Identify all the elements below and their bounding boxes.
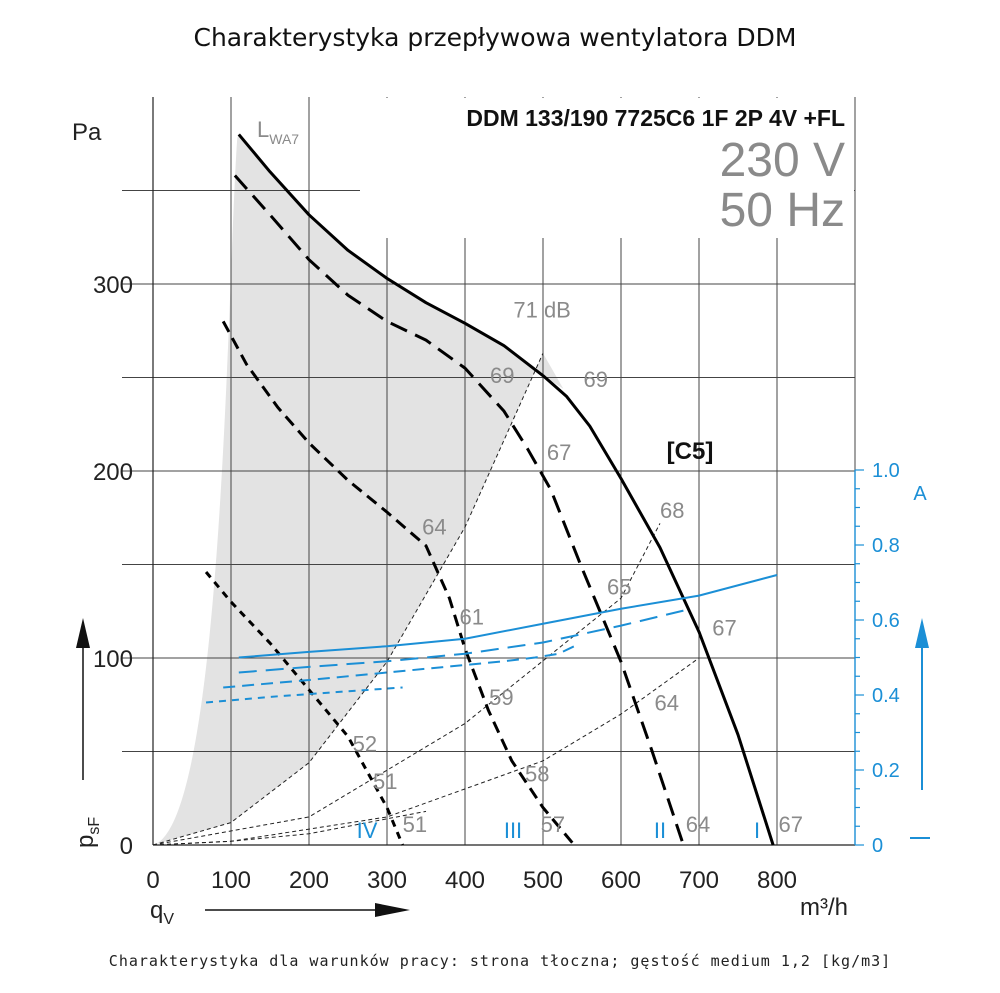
db-annotation: 69 xyxy=(490,363,514,388)
x-tick-label: 400 xyxy=(445,867,485,894)
current-axis-arrow xyxy=(910,618,930,839)
db-annotation: 65 xyxy=(607,574,631,599)
db-annotation: 71 dB xyxy=(513,298,571,323)
current-curve-i xyxy=(238,574,778,659)
db-annotation: 69 xyxy=(584,367,608,392)
model-label: DDM 133/190 7725C6 1F 2P 4V +FL xyxy=(466,105,845,131)
axis-ticks: 0 100 200 300 400 500 600 700 800 0 100 200 300 0 0.2 0… xyxy=(93,272,900,894)
y-unit-label: Pa xyxy=(72,119,102,146)
y2-tick-label: 0 xyxy=(872,835,883,857)
pressure-curve-i xyxy=(237,133,775,846)
x-tick-label: 500 xyxy=(523,867,563,894)
footer-note: Charakterystyka dla warunków pracy: stro… xyxy=(109,952,891,970)
current-curves xyxy=(205,574,778,704)
current-curve-iii xyxy=(223,645,575,689)
y-tick-label: 0 xyxy=(120,833,133,860)
db-annotation: 51 xyxy=(403,812,427,837)
annotations: 71 dB 69 69 67 68 64 65 61 67 59 64 52 51 58 51 57 64 67 xyxy=(353,298,803,837)
y2-tick-label: 1.0 xyxy=(872,460,900,482)
current-curve-iv xyxy=(205,686,403,704)
chart-title: Charakterystyka przepływowa wentylatora … xyxy=(193,23,796,52)
db-annotation: 59 xyxy=(489,685,513,710)
svg-text:psF: psF xyxy=(72,817,103,848)
pressure-curve-ii xyxy=(233,174,685,846)
x-tick-label: 700 xyxy=(679,867,719,894)
db-annotation: 57 xyxy=(541,812,565,837)
y2-tick-label: 0.2 xyxy=(872,760,900,782)
system-curve-2 xyxy=(152,523,661,846)
db-annotation: 52 xyxy=(353,732,377,757)
db-annotation: 67 xyxy=(779,812,803,837)
sound-power-label: LWA7 xyxy=(257,117,299,147)
y2-unit-label: A xyxy=(913,483,927,505)
speed-label-i: I xyxy=(754,818,760,843)
system-curves xyxy=(152,352,700,846)
db-annotation: 64 xyxy=(655,690,679,715)
x-tick-label: 100 xyxy=(211,867,251,894)
x-tick-label: 800 xyxy=(757,867,797,894)
current-curve-ii xyxy=(238,609,684,674)
db-annotation: 51 xyxy=(373,769,397,794)
x-tick-label: 200 xyxy=(289,867,329,894)
y-tick-label: 200 xyxy=(93,459,133,486)
speed-label-iv: IV xyxy=(357,818,378,843)
svg-text:qV: qV xyxy=(150,897,174,928)
pressure-curves xyxy=(204,133,775,846)
pressure-curve-iii xyxy=(221,320,576,846)
model-box xyxy=(360,98,854,238)
x-unit-label: m³/h xyxy=(800,894,848,921)
x-tick-label: 0 xyxy=(146,867,159,894)
y2-tick-label: 0.4 xyxy=(872,685,900,707)
y2-tick-label: 0.8 xyxy=(872,535,900,557)
voltage-label: 230 V xyxy=(720,134,845,187)
db-annotation: 68 xyxy=(660,498,684,523)
db-annotation: 58 xyxy=(525,761,549,786)
x-tick-label: 300 xyxy=(367,867,407,894)
db-annotation: 67 xyxy=(712,616,736,641)
frequency-label: 50 Hz xyxy=(720,184,845,237)
x-axis-label: qV xyxy=(150,897,410,928)
y-axis-label: psF xyxy=(72,618,103,848)
db-annotation: 64 xyxy=(422,515,446,540)
db-annotation: 67 xyxy=(547,440,571,465)
curve-code-label: [C5] xyxy=(667,438,714,465)
speed-label-iii: III xyxy=(504,818,522,843)
x-tick-label: 600 xyxy=(601,867,641,894)
db-annotation: 64 xyxy=(686,812,710,837)
speed-label-ii: II xyxy=(654,818,666,843)
db-annotation: 61 xyxy=(460,604,484,629)
pressure-curve-iv xyxy=(204,571,404,846)
y-tick-label: 300 xyxy=(93,272,133,299)
y2-tick-label: 0.6 xyxy=(872,610,900,632)
y-tick-label: 100 xyxy=(93,646,133,673)
